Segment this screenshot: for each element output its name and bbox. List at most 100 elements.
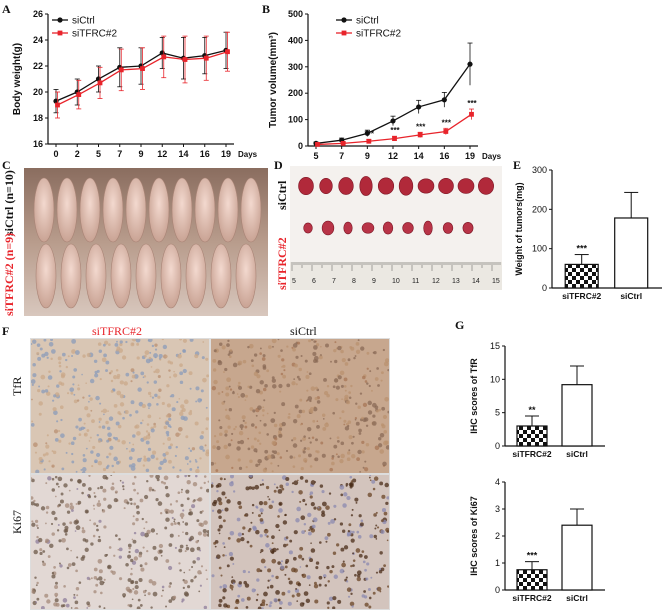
cell-nucleus	[141, 419, 144, 422]
y-axis-label: Tumor volume(mm³)	[268, 32, 279, 128]
cell-nucleus	[102, 475, 108, 480]
cell-nucleus	[161, 401, 165, 406]
cell-nucleus	[189, 449, 193, 453]
cell-nucleus	[245, 466, 248, 469]
cell-nucleus	[310, 528, 316, 533]
cell-nucleus	[89, 397, 93, 401]
cell-nucleus	[383, 564, 387, 568]
cell-nucleus	[228, 408, 233, 412]
cell-nucleus	[234, 425, 238, 428]
cell-nucleus	[262, 354, 266, 358]
cell-nucleus	[112, 389, 116, 392]
cell-nucleus	[205, 417, 209, 421]
cell-nucleus	[351, 530, 355, 534]
cell-nucleus	[313, 345, 318, 350]
cell-nucleus	[237, 500, 242, 506]
cell-nucleus	[53, 602, 58, 607]
x-tick-label: 9	[365, 151, 370, 161]
cell-nucleus	[132, 522, 136, 526]
cell-nucleus	[206, 578, 208, 581]
cell-nucleus	[219, 477, 223, 481]
cell-nucleus	[309, 465, 313, 468]
cell-nucleus	[242, 359, 247, 364]
y-tick-label: 26	[33, 9, 43, 19]
cell-nucleus	[259, 347, 262, 350]
cell-nucleus	[135, 517, 139, 522]
x-tick-label: 2	[75, 149, 80, 159]
cell-nucleus	[97, 487, 100, 490]
cell-nucleus	[342, 529, 346, 533]
cell-nucleus	[298, 490, 303, 495]
cell-nucleus	[345, 484, 348, 487]
cell-nucleus	[291, 439, 294, 442]
cell-nucleus	[366, 367, 369, 370]
cell-nucleus	[82, 396, 85, 399]
cell-nucleus	[150, 528, 156, 533]
y-tick-label: 200	[532, 204, 547, 214]
cell-nucleus	[228, 551, 234, 557]
cell-nucleus	[64, 503, 70, 508]
cell-nucleus	[271, 500, 275, 504]
cell-nucleus	[169, 533, 174, 538]
cell-nucleus	[275, 523, 280, 529]
cell-nucleus	[318, 355, 323, 360]
cell-nucleus	[313, 581, 317, 585]
cell-nucleus	[302, 437, 306, 441]
cell-nucleus	[375, 524, 378, 527]
cell-nucleus	[229, 355, 232, 358]
cell-nucleus	[139, 564, 143, 568]
cell-nucleus	[132, 587, 135, 591]
cell-nucleus	[65, 451, 68, 454]
cell-nucleus	[134, 548, 140, 554]
cell-nucleus	[122, 485, 125, 488]
cell-nucleus	[51, 464, 55, 468]
cell-nucleus	[165, 605, 168, 608]
cell-nucleus	[77, 384, 80, 387]
y-tick-label: 300	[532, 165, 547, 175]
cell-nucleus	[36, 581, 39, 585]
cell-nucleus	[89, 436, 92, 439]
cell-nucleus	[309, 558, 314, 563]
cell-nucleus	[192, 560, 196, 564]
cell-nucleus	[147, 391, 152, 396]
cell-nucleus	[31, 420, 34, 423]
cell-nucleus	[158, 417, 161, 420]
cell-nucleus	[75, 518, 78, 521]
cell-nucleus	[224, 496, 227, 499]
cell-nucleus	[310, 542, 312, 544]
cell-nucleus	[119, 342, 123, 347]
cell-nucleus	[335, 453, 338, 456]
cell-nucleus	[355, 501, 358, 504]
cell-nucleus	[69, 502, 73, 506]
cell-nucleus	[179, 380, 184, 385]
cell-nucleus	[153, 489, 156, 492]
cell-nucleus	[217, 360, 223, 366]
cell-nucleus	[186, 479, 191, 485]
cell-nucleus	[182, 531, 184, 533]
cell-nucleus	[99, 580, 105, 586]
cell-nucleus	[140, 421, 143, 425]
cell-nucleus	[68, 489, 71, 492]
cell-nucleus	[51, 488, 56, 492]
cell-nucleus	[383, 511, 388, 516]
cell-nucleus	[160, 594, 163, 597]
cell-nucleus	[103, 413, 105, 416]
cell-nucleus	[237, 458, 241, 462]
cell-nucleus	[375, 538, 378, 540]
cell-nucleus	[341, 358, 346, 363]
cell-nucleus	[173, 520, 176, 523]
cell-nucleus	[116, 373, 121, 378]
cell-nucleus	[265, 485, 270, 490]
cell-nucleus	[109, 445, 114, 450]
cell-nucleus	[206, 374, 209, 378]
cell-nucleus	[262, 468, 268, 473]
cell-nucleus	[152, 545, 157, 550]
cell-nucleus	[201, 356, 205, 360]
photo-c-ctrl-n: (n=10)	[2, 170, 16, 204]
cell-nucleus	[330, 518, 335, 524]
cell-nucleus	[286, 543, 289, 546]
cell-nucleus	[56, 420, 59, 423]
cell-nucleus	[196, 498, 199, 501]
cell-nucleus	[334, 341, 337, 344]
cell-nucleus	[113, 456, 118, 462]
